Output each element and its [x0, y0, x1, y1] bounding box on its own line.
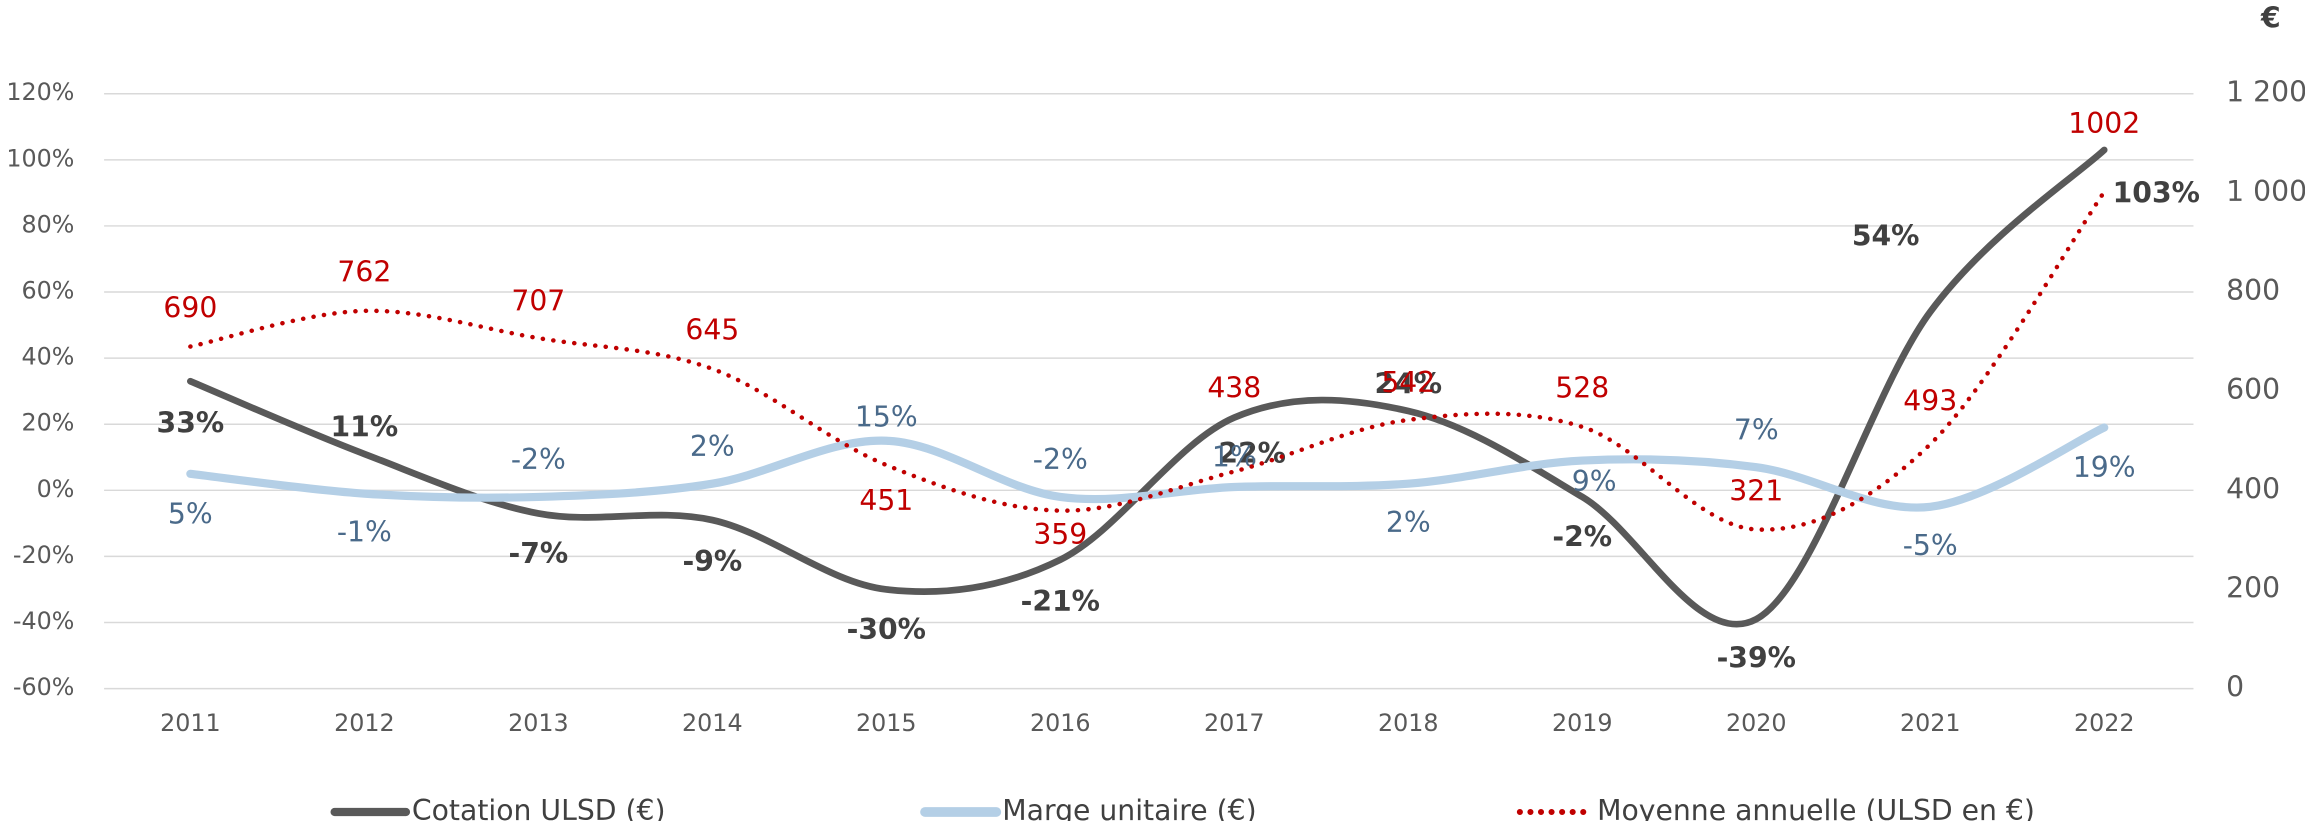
data-label: 2% [1386, 506, 1431, 539]
y-tick-label: 0% [37, 475, 75, 503]
y-tick-label: -20% [13, 541, 74, 569]
x-tick-label: 2020 [1726, 709, 1787, 737]
data-label: -5% [1903, 529, 1958, 562]
data-label: -21% [1021, 585, 1100, 618]
data-label: 1002 [2068, 107, 2140, 140]
data-label: 493 [1903, 385, 1957, 418]
y2-tick-label: 400 [2226, 472, 2280, 505]
x-tick-label: 2017 [1204, 709, 1265, 737]
data-label: 451 [859, 484, 913, 517]
x-tick-label: 2015 [856, 709, 917, 737]
series-line [186, 423, 2109, 512]
x-tick-label: 2016 [1030, 709, 1091, 737]
y2-tick-label: 0 [2226, 671, 2244, 704]
legend-label: Cotation ULSD (€) [412, 794, 666, 821]
data-label: 54% [1852, 220, 1920, 253]
data-label: 707 [511, 284, 565, 317]
x-tick-label: 2014 [682, 709, 743, 737]
x-tick-label: 2013 [508, 709, 569, 737]
x-tick-label: 2022 [2074, 709, 2135, 737]
data-label: 22% [1218, 437, 1286, 470]
data-label: 528 [1555, 372, 1609, 405]
data-label: 359 [1033, 518, 1087, 551]
data-label: -2% [1552, 521, 1612, 554]
data-label: -2% [511, 443, 566, 476]
y-tick-label: -40% [13, 607, 74, 635]
data-label: 2% [690, 430, 735, 463]
data-label: -30% [847, 613, 926, 646]
y2-tick-label: 1 200 [2226, 76, 2305, 109]
y2-tick-label: 600 [2226, 373, 2280, 406]
y2-unit: € [2260, 1, 2281, 34]
data-label: 5% [168, 497, 213, 530]
y-tick-label: -60% [13, 673, 74, 701]
x-tick-label: 2019 [1552, 709, 1613, 737]
y-tick-label: 100% [6, 144, 74, 172]
data-label: 542 [1381, 366, 1435, 399]
y-tick-label: 120% [6, 78, 74, 106]
y-tick-label: 80% [21, 210, 74, 238]
y-tick-label: 40% [21, 343, 74, 371]
data-label: -1% [337, 516, 392, 549]
data-label: 762 [337, 256, 391, 289]
x-tick-label: 2018 [1378, 709, 1439, 737]
legend-label: Moyenne annuelle (ULSD en €) [1597, 794, 2035, 821]
data-label: 19% [2073, 451, 2136, 484]
data-label: 690 [163, 291, 217, 324]
data-label: 11% [331, 411, 399, 444]
x-tick-label: 2021 [1900, 709, 1961, 737]
data-label: 103% [2113, 177, 2200, 210]
data-label: -7% [508, 537, 568, 570]
x-tick-label: 2011 [160, 709, 221, 737]
y2-tick-label: 800 [2226, 274, 2280, 307]
data-label: 645 [685, 314, 739, 347]
y2-tick-label: 1 000 [2226, 175, 2305, 208]
data-label: 7% [1734, 413, 1779, 446]
legend-label: Marge unitaire (€) [1002, 794, 1256, 821]
data-label: 15% [855, 400, 918, 433]
data-label: 9% [1572, 465, 1617, 498]
data-label: -2% [1033, 443, 1088, 476]
x-tick-label: 2012 [334, 709, 395, 737]
data-label: 24% [1374, 368, 1442, 401]
data-label: -39% [1717, 641, 1796, 674]
data-label: 33% [157, 406, 225, 439]
series-line [188, 189, 2107, 532]
y-tick-label: 20% [21, 409, 74, 437]
y2-tick-label: 200 [2226, 571, 2280, 604]
data-label: 438 [1207, 372, 1261, 405]
data-label: 1% [1212, 441, 1257, 474]
y-tick-label: 60% [21, 277, 74, 305]
data-label: 321 [1729, 474, 1783, 507]
data-label: -9% [682, 545, 742, 578]
series-line [187, 146, 2108, 628]
